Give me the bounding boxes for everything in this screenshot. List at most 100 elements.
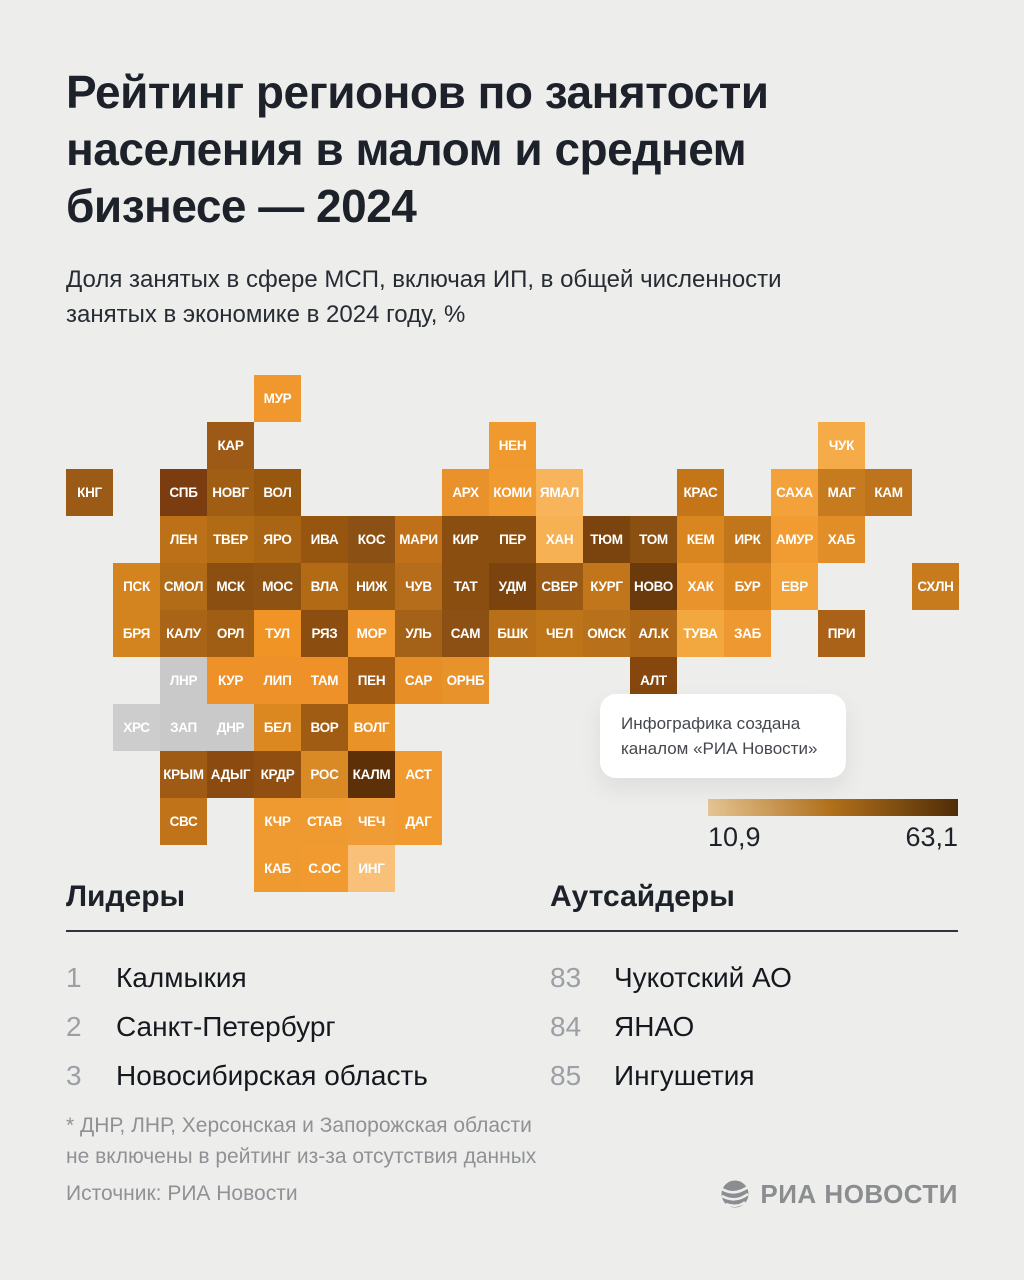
legend-max-value: 63,1 [905,822,958,852]
region-tile-label: СМОЛ [163,579,204,594]
region-tile-label: ХАК [687,579,714,594]
region-tile: ЧЕЛ [536,610,583,657]
region-tile-label: ЧУК [828,438,855,453]
region-tile-label: ПЕН [357,673,386,688]
region-tile-label: КИР [452,532,479,547]
region-tile-label: ЛЕН [169,532,198,547]
region-tile: ИРК [724,516,771,563]
region-tile: КОС [348,516,395,563]
region-tile-label: АЛ.К [638,626,669,641]
region-tile: АРХ [442,469,489,516]
region-tile: СВС [160,798,207,845]
region-tile-label: СВС [169,814,198,829]
region-tile-label: СТАВ [306,814,343,829]
region-tile-label: КАЛУ [166,626,201,641]
region-tile-label: ЯРО [263,532,292,547]
region-name: ЯНАО [614,1010,695,1042]
region-tile-label: БРЯ [122,626,151,641]
region-tile: РЯЗ [301,610,348,657]
region-tile: ЕВР [771,563,818,610]
region-tile-label: НЕН [498,438,527,453]
region-tile: КИР [442,516,489,563]
region-tile-label: НОВО [634,579,673,594]
region-tile: ВОР [301,704,348,751]
region-tile: ЯМАЛ [536,469,583,516]
region-tile-label: АДЫГ [210,767,251,782]
region-tile-label: ЕВР [781,579,808,594]
attribution-callout: Инфографика создана каналом «РИА Новости… [600,694,846,778]
region-tile-label: СХЛН [917,579,954,594]
rank-row: 83 Чукотский АО [550,953,792,1002]
region-tile: КРАС [677,469,724,516]
region-tile-label: УДМ [498,579,527,594]
rank-row: 85 Ингушетия [550,1051,792,1100]
region-tile-label: ДАГ [405,814,432,829]
region-tile: БШК [489,610,536,657]
rank-number: 2 [66,1010,82,1042]
region-tile: КРДР [254,751,301,798]
region-tile: АМУР [771,516,818,563]
region-tile: ПЕР [489,516,536,563]
region-tile: КАР [207,422,254,469]
region-tile: ЧЕЧ [348,798,395,845]
region-tile-label: КАБ [264,861,291,876]
region-tile: ДАГ [395,798,442,845]
rank-row: 84 ЯНАО [550,1002,792,1051]
subtitle-line-1: Доля занятых в сфере МСП, включая ИП, в … [66,266,782,293]
region-tile: ТАТ [442,563,489,610]
region-tile-label: КОМИ [493,485,532,500]
region-tile: УДМ [489,563,536,610]
ria-logo-text: РИА НОВОСТИ [760,1178,958,1209]
region-tile-label: КОС [357,532,386,547]
region-tile: БУР [724,563,771,610]
region-tile: ЗАП [160,704,207,751]
region-name: Санкт-Петербург [116,1010,336,1042]
region-tile: БРЯ [113,610,160,657]
rank-number: 1 [66,961,82,993]
region-tile-label: РЯЗ [311,626,338,641]
legend-gradient-bar [708,799,958,816]
title-line-1: Рейтинг регионов по занятости [66,66,769,118]
region-tile-label: КЕМ [686,532,715,547]
region-tile-label: КАМ [874,485,903,500]
region-tile: КРЫМ [160,751,207,798]
region-tile: МОС [254,563,301,610]
region-tile-label: ВОЛ [263,485,292,500]
region-tile-label: ПСК [123,579,150,594]
region-tile: МАРИ [395,516,442,563]
region-tile: ЛЕН [160,516,207,563]
region-tile-label: МАРИ [399,532,438,547]
rank-row: 2 Санкт-Петербург [66,1002,428,1051]
region-tile: НИЖ [348,563,395,610]
region-tile-label: КУРГ [590,579,623,594]
ria-globe-icon [719,1178,751,1210]
region-tile: АЛ.К [630,610,677,657]
region-tile-label: ХРС [123,720,150,735]
region-tile: ПРИ [818,610,865,657]
region-tile: КАЛУ [160,610,207,657]
region-tile-label: МУР [263,391,292,406]
region-tile: ОРЛ [207,610,254,657]
region-tile-label: ОРЛ [216,626,245,641]
region-tile: СВЕР [536,563,583,610]
region-tile-label: ЧУВ [405,579,432,594]
region-tile-map: МУР КАР НЕН ЧУК КНГ СПБ НОВГ ВОЛ АРХ КОМИ ЯМАЛ КРАС… [66,375,959,892]
region-tile: ЛНР [160,657,207,704]
region-tile: ТУВА [677,610,724,657]
region-tile-label: ТУВА [683,626,718,641]
region-tile-label: ХАБ [827,532,856,547]
region-tile: УЛЬ [395,610,442,657]
region-tile-label: АЛТ [640,673,667,688]
region-tile-label: ЛНР [169,673,198,688]
region-tile: ХАН [536,516,583,563]
region-tile-label: ТЮМ [590,532,623,547]
region-tile: СПБ [160,469,207,516]
region-tile: ХАК [677,563,724,610]
region-tile-label: МОС [262,579,293,594]
region-tile: ИНГ [348,845,395,892]
region-tile-label: ЧЕЛ [545,626,574,641]
region-tile-label: САМ [450,626,481,641]
region-tile-label: ОРНБ [446,673,485,688]
region-tile: НОВГ [207,469,254,516]
